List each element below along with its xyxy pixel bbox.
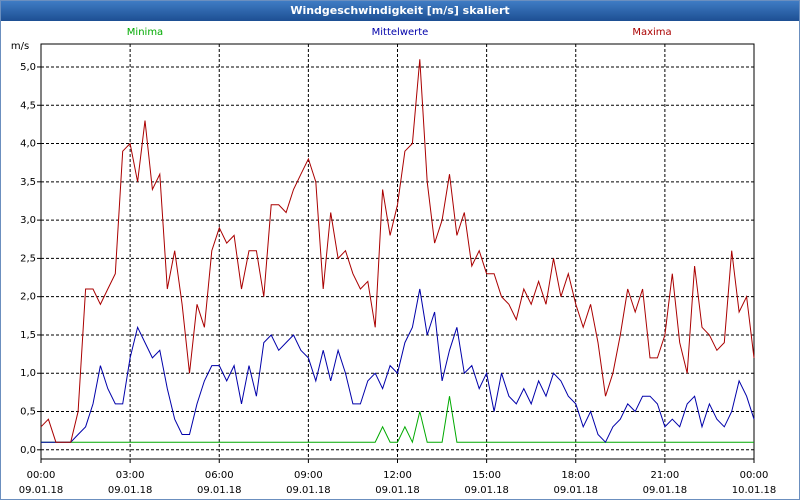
- series-line: [41, 396, 754, 444]
- legend-label: Maxima: [632, 27, 671, 38]
- x-tick-label: 21:00 09.01.18: [643, 470, 688, 496]
- series-line: [41, 288, 755, 444]
- y-tick-label: 3,0: [20, 215, 36, 226]
- y-tick-label: 2,0: [20, 292, 36, 303]
- y-tick-label: 1,5: [20, 330, 36, 341]
- x-tick-label: 15:00 09.01.18: [464, 470, 509, 496]
- title-bar: [1, 1, 799, 21]
- x-tick-label: 12:00 09.01.18: [375, 470, 420, 496]
- legend-label: Mittelwerte: [372, 27, 429, 38]
- y-tick-label: 0,5: [20, 407, 36, 418]
- y-tick-label: 1,0: [20, 368, 36, 379]
- x-tick-label: 06:00 09.01.18: [197, 470, 242, 496]
- chart-title: Windgeschwindigkeit [m/s] skaliert: [290, 4, 509, 17]
- y-tick-label: 4,0: [20, 139, 36, 150]
- series-line: [40, 59, 755, 443]
- x-tick-label: 18:00 09.01.18: [553, 470, 598, 496]
- y-tick-label: 2,5: [20, 253, 36, 264]
- y-tick-label: 4,5: [20, 100, 36, 111]
- x-tick-label: 03:00 09.01.18: [108, 470, 153, 496]
- y-axis-unit: m/s: [11, 41, 29, 52]
- x-tick-label: 09:00 09.01.18: [286, 470, 331, 496]
- x-tick-label: 00:00 10.01.18: [732, 470, 777, 496]
- y-tick-label: 0,0: [20, 445, 36, 456]
- x-tick-label: 00:00 09.01.18: [19, 470, 64, 496]
- legend-label: Minima: [127, 27, 163, 38]
- y-tick-label: 3,5: [20, 177, 36, 188]
- y-tick-label: 5,0: [20, 62, 36, 73]
- plot-frame: [40, 43, 755, 460]
